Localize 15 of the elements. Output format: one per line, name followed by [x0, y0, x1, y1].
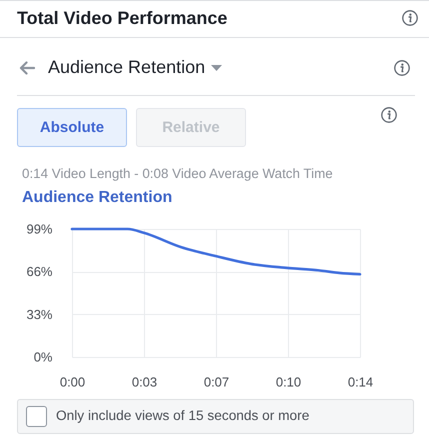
chart-title: Audience Retention [22, 189, 172, 207]
x-tick-label: 0:00 [60, 374, 86, 390]
text: Audience Retention [48, 57, 206, 78]
text: Total Video Performance [17, 8, 228, 29]
x-tick-label: 0:10 [276, 374, 302, 390]
y-tick-label: 66% [26, 264, 53, 280]
button: Absolute [17, 108, 127, 147]
y-tick-label: 99% [26, 222, 53, 236]
x-tick-label: 0:03 [132, 374, 158, 390]
text: Only include views of 15 seconds or more [56, 408, 310, 423]
x-tick-label: 0:14 [348, 374, 374, 390]
x-tick-label: 0:07 [204, 374, 230, 390]
y-tick-label: 0% [34, 350, 53, 364]
chart-subtitle: 0:14 Video Length - 0:08 Video Average Watch Time [22, 166, 333, 181]
y-tick-label: 33% [26, 306, 53, 322]
